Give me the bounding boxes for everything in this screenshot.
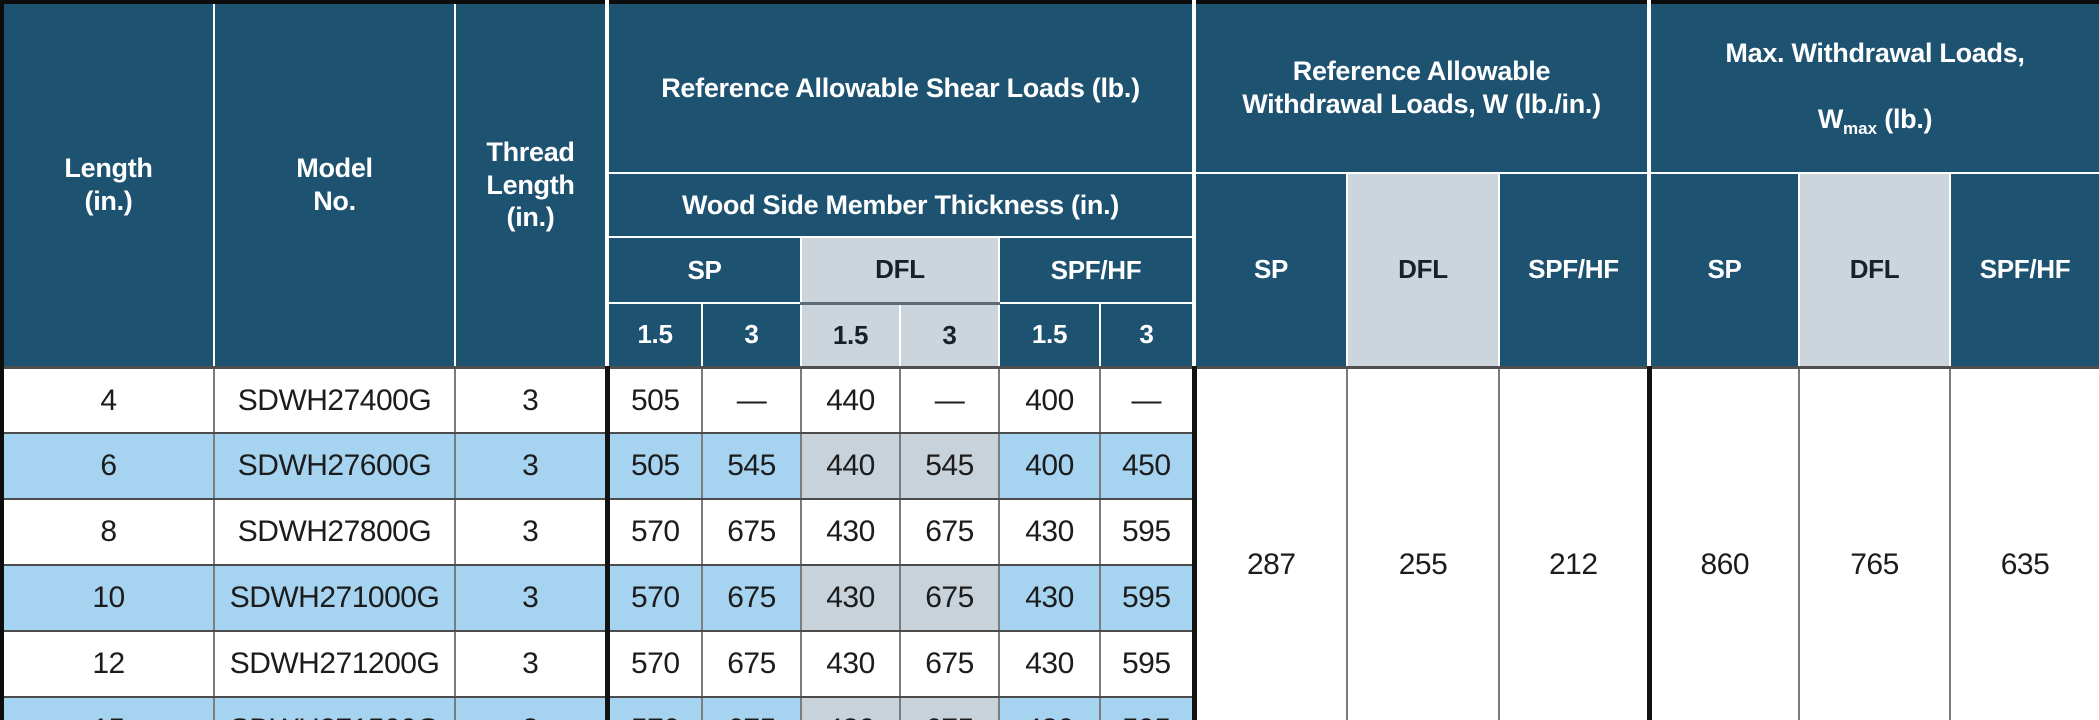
header-row-groups: Length (in.) Model No. Thread Length (in… (1, 0, 2099, 369)
cell-max-sp: 860 (1646, 365, 1801, 720)
cell-length: 12 (1, 630, 215, 699)
cell-shear-dfl-3: 545 (899, 432, 1000, 501)
cell-model: SDWH271500G (213, 696, 456, 720)
cell-shear-sp-3: 675 (701, 498, 802, 567)
header-withdrawal-sp: SP (1192, 172, 1348, 369)
cell-shear-dfl-1_5: 430 (800, 564, 901, 633)
header-row-thickness: 1.5 3 1.5 3 1.5 3 (2, 302, 2099, 369)
header-max-dfl: DFL (1798, 172, 1952, 369)
cell-shear-spfhf-1_5: 430 (998, 696, 1101, 720)
table-row: 10 SDWH271000G 3 570 675 430 675 430 595 (1, 564, 2099, 633)
cell-shear-sp-1_5: 570 (604, 564, 703, 633)
header-row-shear-species: SP DFL SPF/HF (2, 236, 2099, 305)
header-spfhf-1_5: 1.5 (998, 302, 1101, 369)
cell-max-spfhf: 635 (1949, 365, 2099, 720)
cell-shear-spfhf-3: 595 (1099, 696, 1195, 720)
cell-thread: 3 (454, 432, 608, 501)
cell-length: 10 (1, 564, 215, 633)
cell-length: 6 (1, 432, 215, 501)
cell-shear-dfl-3: 675 (899, 696, 1000, 720)
cell-shear-sp-1_5: 505 (604, 432, 703, 501)
header-shear-sp: SP (605, 236, 802, 305)
cell-shear-sp-1_5: 505 (604, 365, 703, 435)
cell-model: SDWH27800G (213, 498, 456, 567)
header-wood-side-thickness: Wood Side Member Thickness (in.) (605, 172, 1195, 239)
cell-model: SDWH27400G (213, 365, 456, 435)
cell-shear-spfhf-1_5: 430 (998, 498, 1101, 567)
header-model: Model No. (213, 0, 456, 369)
header-sp-3: 3 (701, 302, 802, 369)
header-max-withdrawal-group: Max. Withdrawal Loads, Wmax (lb.) (1647, 0, 2099, 175)
cell-shear-dfl-3: 675 (899, 498, 1000, 567)
cell-shear-spfhf-1_5: 430 (998, 564, 1101, 633)
cell-shear-sp-3: 545 (701, 432, 802, 501)
cell-shear-dfl-3: 675 (899, 630, 1000, 699)
cell-shear-dfl-1_5: 440 (800, 365, 901, 435)
cell-thread: 3 (454, 630, 608, 699)
cell-thread: 3 (454, 564, 608, 633)
header-withdrawal-group: Reference Allowable Withdrawal Loads, W … (1191, 0, 1651, 175)
cell-model: SDWH271200G (213, 630, 456, 699)
max-group-line1: Max. Withdrawal Loads, (1725, 37, 2025, 68)
header-sp-1_5: 1.5 (605, 302, 703, 369)
header-withdrawal-spfhf: SPF/HF (1497, 172, 1651, 369)
cell-thread: 3 (454, 696, 608, 720)
max-group-line2: Wmax (lb.) (1817, 103, 1933, 138)
cell-shear-sp-3: 675 (701, 630, 802, 699)
cell-length: 4 (1, 365, 215, 435)
cell-shear-spfhf-3: — (1099, 365, 1195, 435)
cell-shear-sp-3: 675 (701, 696, 802, 720)
header-max-spfhf: SPF/HF (1949, 172, 2099, 369)
header-dfl-1_5: 1.5 (800, 302, 901, 369)
header-thread-length: Thread Length (in.) (454, 0, 608, 369)
cell-max-dfl: 765 (1798, 365, 1952, 720)
wmax-subscript: max (1843, 118, 1878, 138)
cell-shear-dfl-3: 675 (899, 564, 1000, 633)
cell-shear-spfhf-1_5: 400 (998, 365, 1101, 435)
cell-shear-spfhf-3: 595 (1099, 498, 1195, 567)
cell-shear-dfl-1_5: 430 (800, 498, 901, 567)
header-length: Length (in.) (1, 0, 215, 369)
cell-model: SDWH271000G (213, 564, 456, 633)
cell-shear-sp-1_5: 570 (604, 696, 703, 720)
cell-withdrawal-spfhf: 212 (1497, 365, 1651, 720)
cell-shear-spfhf-1_5: 400 (998, 432, 1101, 501)
cell-shear-sp-1_5: 570 (604, 630, 703, 699)
cell-shear-sp-1_5: 570 (604, 498, 703, 567)
header-shear-spfhf: SPF/HF (998, 236, 1195, 305)
cell-length: 15 (1, 696, 215, 720)
cell-shear-spfhf-3: 595 (1099, 564, 1195, 633)
cell-shear-spfhf-3: 450 (1099, 432, 1195, 501)
cell-model: SDWH27600G (213, 432, 456, 501)
cell-thread: 3 (454, 365, 608, 435)
header-row-wood-side: Wood Side Member Thickness (in.) SP DFL … (2, 172, 2099, 369)
cell-shear-dfl-3: — (899, 365, 1000, 435)
cell-shear-spfhf-1_5: 430 (998, 630, 1101, 699)
header-spfhf-3: 3 (1099, 302, 1195, 369)
cell-thread: 3 (454, 498, 608, 567)
cell-shear-dfl-1_5: 430 (800, 696, 901, 720)
table-row: 6 SDWH27600G 3 505 545 440 545 400 450 (1, 432, 2099, 501)
table-row: 15 SDWH271500G 3 570 675 430 675 430 595 (1, 696, 2099, 720)
header-shear-group: Reference Allowable Shear Loads (lb.) (605, 0, 1195, 175)
cell-length: 8 (1, 498, 215, 567)
table-row: 12 SDWH271200G 3 570 675 430 675 430 595 (1, 630, 2099, 699)
cell-shear-sp-3: 675 (701, 564, 802, 633)
header-dfl-3: 3 (899, 302, 1000, 369)
cell-shear-dfl-1_5: 440 (800, 432, 901, 501)
header-max-sp: SP (1647, 172, 1801, 369)
cell-withdrawal-sp: 287 (1191, 365, 1348, 720)
table-row: 4 SDWH27400G 3 505 — 440 — 400 — 287 255… (1, 365, 2099, 720)
cell-withdrawal-dfl: 255 (1346, 365, 1500, 720)
header-shear-dfl: DFL (800, 236, 1000, 305)
cell-shear-spfhf-3: 595 (1099, 630, 1195, 699)
table-row: 8 SDWH27800G 3 570 675 430 675 430 595 (1, 498, 2099, 567)
cell-shear-sp-3: — (701, 365, 802, 435)
header-withdrawal-dfl: DFL (1346, 172, 1500, 369)
cell-shear-dfl-1_5: 430 (800, 630, 901, 699)
